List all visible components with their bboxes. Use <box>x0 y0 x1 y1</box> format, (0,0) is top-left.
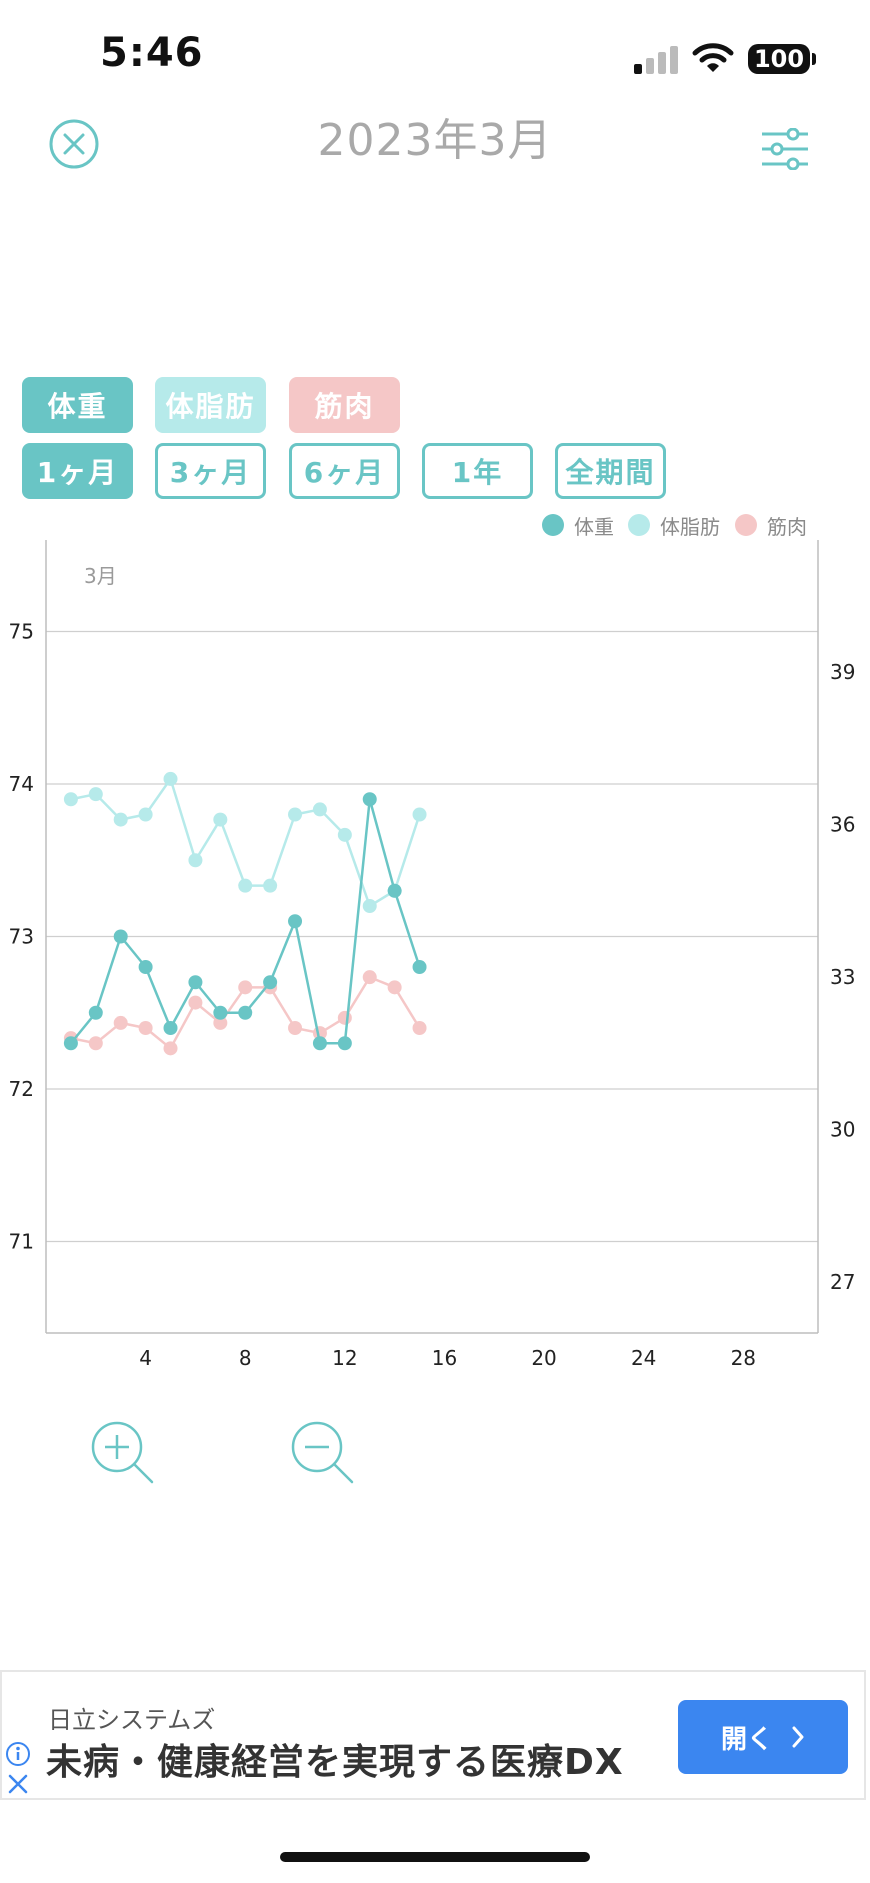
data-point <box>88 1036 103 1051</box>
data-point <box>362 899 377 913</box>
data-point <box>337 1036 352 1051</box>
chart-series <box>63 771 427 1056</box>
data-point <box>412 807 427 822</box>
tab-weight[interactable]: 体重 <box>22 377 133 433</box>
battery-indicator: 100 <box>748 44 810 74</box>
data-point <box>288 914 303 929</box>
x-tick-label: 16 <box>432 1346 457 1370</box>
data-point <box>362 970 377 985</box>
y-tick-label-left: 72 <box>9 1077 34 1101</box>
y-tick-label-left: 75 <box>9 620 34 644</box>
data-point <box>412 1021 427 1035</box>
data-point <box>163 1021 178 1035</box>
battery-tip <box>812 53 816 65</box>
data-point <box>337 1010 352 1025</box>
data-point <box>238 980 253 995</box>
zoom-in-icon[interactable] <box>90 1420 156 1486</box>
cellular-signal-icon <box>634 46 678 74</box>
legend-marker-body-fat <box>628 514 650 536</box>
x-tick-label: 8 <box>239 1346 252 1370</box>
data-point <box>113 812 128 827</box>
y-tick-label-right: 36 <box>830 813 855 837</box>
data-point <box>288 807 303 822</box>
zoom-out-icon[interactable] <box>290 1420 356 1486</box>
data-point <box>288 1021 303 1035</box>
ad-open-label: 開く <box>720 1724 773 1755</box>
data-point <box>138 1021 153 1035</box>
legend-label-muscle: 筋肉 <box>767 515 807 539</box>
data-point <box>387 980 402 995</box>
data-point <box>362 792 377 807</box>
data-point <box>63 792 78 807</box>
data-point <box>312 1036 327 1051</box>
weight-chart[interactable]: 75 74 73 72 71 39 36 33 30 27 4 8 12 16 20 24 28 3月 <box>0 540 870 1370</box>
wifi-icon <box>692 43 734 72</box>
chart-axes: 75 74 73 72 71 39 36 33 30 27 4 8 12 16 20 24 28 <box>9 540 855 1370</box>
close-icon[interactable] <box>48 118 100 170</box>
data-point <box>163 1041 178 1056</box>
legend-label-body-fat: 体脂肪 <box>660 515 720 539</box>
chart-gridlines <box>46 630 818 1243</box>
data-point <box>213 1005 228 1020</box>
tab-period-1-month[interactable]: 1ヶ月 <box>22 443 133 499</box>
data-point <box>213 812 228 827</box>
x-tick-label: 20 <box>531 1346 556 1370</box>
data-point <box>312 802 327 817</box>
ad-open-button[interactable]: 開く <box>678 1700 848 1774</box>
x-tick-label: 12 <box>332 1346 357 1370</box>
y-tick-label-right: 33 <box>830 965 855 989</box>
data-point <box>63 1036 78 1051</box>
data-point <box>88 787 103 802</box>
x-tick-label: 28 <box>731 1346 756 1370</box>
ad-headline[interactable]: 未病・健康経営を実現する医療DX <box>46 1742 624 1783</box>
x-tick-label: 24 <box>631 1346 656 1370</box>
chevron-right-icon <box>792 1726 804 1748</box>
y-tick-label-right: 27 <box>830 1270 855 1294</box>
data-point <box>188 853 203 868</box>
legend-label-weight: 体重 <box>574 515 614 539</box>
x-tick-label: 4 <box>139 1346 152 1370</box>
filter-settings-icon[interactable] <box>760 128 810 170</box>
data-point <box>88 1005 103 1020</box>
y-tick-label-left: 71 <box>9 1230 34 1254</box>
home-indicator <box>280 1852 590 1862</box>
ad-close-icon[interactable] <box>6 1772 30 1796</box>
tab-period-1-year[interactable]: 1年 <box>422 443 533 499</box>
data-point <box>138 960 153 974</box>
chart-month-label: 3月 <box>84 564 117 588</box>
data-point <box>188 995 203 1010</box>
ad-sponsor: 日立システムズ <box>48 1706 216 1734</box>
data-point <box>337 827 352 842</box>
legend-marker-weight <box>542 514 564 536</box>
data-point <box>138 807 153 822</box>
tab-body-fat[interactable]: 体脂肪 <box>155 377 266 433</box>
tab-muscle[interactable]: 筋肉 <box>289 377 400 433</box>
data-point <box>263 878 278 893</box>
data-point <box>238 878 253 893</box>
tab-period-6-months[interactable]: 6ヶ月 <box>289 443 400 499</box>
y-tick-label-right: 39 <box>830 660 855 684</box>
data-point <box>163 771 178 786</box>
data-point <box>113 929 128 944</box>
tab-period-3-months[interactable]: 3ヶ月 <box>155 443 266 499</box>
y-tick-label-left: 73 <box>9 925 34 949</box>
y-tick-label-left: 74 <box>9 772 34 796</box>
data-point <box>412 960 427 974</box>
data-point <box>263 975 278 990</box>
page-title: 2023年3月 <box>317 115 553 166</box>
tab-period-all[interactable]: 全期間 <box>555 443 666 499</box>
data-point <box>213 1015 228 1030</box>
data-point <box>113 1015 128 1030</box>
y-tick-label-right: 30 <box>830 1118 855 1142</box>
data-point <box>188 975 203 990</box>
data-point <box>238 1005 253 1020</box>
ad-info-icon[interactable] <box>4 1740 32 1768</box>
legend-marker-muscle <box>735 514 757 536</box>
data-point <box>387 883 402 898</box>
status-time: 5:46 <box>100 30 204 76</box>
